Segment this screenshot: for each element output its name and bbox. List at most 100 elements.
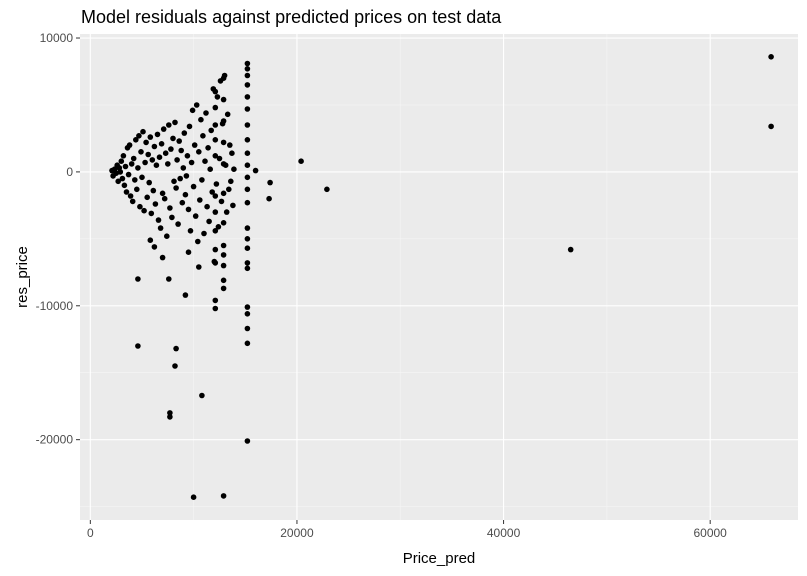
data-point — [164, 233, 170, 239]
data-point — [151, 143, 158, 150]
data-point — [190, 183, 197, 190]
data-point — [133, 137, 139, 143]
data-point — [208, 127, 214, 134]
data-point — [212, 122, 219, 128]
chart-title: Model residuals against predicted prices… — [81, 7, 502, 27]
data-point — [220, 75, 227, 81]
data-point — [223, 209, 230, 215]
data-point — [118, 158, 125, 164]
data-point — [179, 199, 186, 206]
data-point — [182, 292, 189, 298]
data-point — [192, 213, 199, 219]
data-point — [214, 94, 221, 100]
data-point — [252, 167, 259, 174]
data-point — [220, 242, 227, 249]
data-point — [244, 304, 251, 310]
data-point — [181, 130, 188, 136]
data-point — [185, 206, 192, 213]
data-point — [244, 225, 251, 231]
data-point — [172, 363, 178, 369]
data-point — [244, 94, 251, 100]
data-point — [244, 186, 251, 193]
data-point — [212, 193, 219, 199]
data-point — [212, 228, 219, 234]
data-point — [206, 218, 212, 225]
data-point — [166, 122, 172, 128]
data-point — [205, 145, 211, 151]
data-point — [142, 159, 148, 166]
grid-major-lines — [80, 34, 798, 520]
data-point — [162, 150, 169, 156]
y-axis-title: res_price — [14, 246, 31, 308]
data-point — [207, 166, 213, 172]
data-point — [220, 285, 227, 292]
data-point — [227, 142, 233, 148]
data-point — [244, 199, 251, 206]
data-point — [244, 174, 251, 181]
data-point — [158, 141, 165, 147]
data-point — [298, 158, 304, 164]
data-point — [175, 221, 181, 227]
data-point — [144, 194, 150, 201]
data-point — [188, 159, 195, 166]
data-point — [123, 189, 130, 195]
data-point — [216, 155, 223, 162]
data-point — [120, 153, 127, 159]
x-tick-label: 60000 — [693, 526, 727, 540]
data-point — [266, 195, 272, 202]
x-tick-label: 40000 — [487, 526, 521, 540]
data-point — [147, 134, 154, 140]
data-point — [244, 106, 251, 112]
data-point — [138, 149, 144, 155]
data-point — [189, 107, 196, 114]
data-point — [201, 230, 207, 237]
data-point — [267, 179, 273, 186]
data-point — [159, 254, 166, 261]
y-tick-label: 0 — [66, 165, 73, 179]
data-point — [196, 149, 202, 155]
data-point — [213, 181, 220, 187]
data-point — [127, 193, 134, 199]
data-point — [184, 153, 191, 159]
data-point — [202, 158, 208, 164]
data-point — [244, 311, 251, 317]
data-point — [156, 154, 163, 160]
data-point — [197, 197, 203, 203]
data-point — [170, 135, 176, 142]
data-point — [186, 123, 193, 130]
data-point — [209, 189, 215, 195]
y-tick-label: 10000 — [40, 31, 74, 45]
data-point — [190, 494, 197, 501]
data-point — [229, 150, 235, 156]
data-point — [187, 228, 194, 234]
data-point — [125, 171, 132, 178]
data-point — [220, 139, 227, 146]
data-point — [168, 146, 174, 152]
data-point — [160, 126, 167, 132]
data-point — [212, 209, 219, 215]
data-point — [134, 186, 140, 193]
data-point — [212, 104, 219, 111]
data-point — [196, 264, 202, 270]
data-point — [244, 340, 251, 347]
data-point — [220, 277, 227, 284]
data-point — [172, 119, 178, 126]
data-point — [152, 201, 159, 207]
data-point — [128, 161, 135, 167]
data-point — [244, 245, 251, 251]
data-point — [177, 175, 183, 182]
data-point — [129, 198, 136, 205]
data-point — [135, 343, 141, 349]
data-point — [117, 169, 124, 175]
data-point — [244, 265, 251, 272]
data-point — [166, 276, 172, 282]
data-point — [230, 202, 236, 209]
data-point — [159, 190, 166, 197]
data-point — [115, 178, 121, 185]
data-point — [173, 345, 179, 352]
data-point — [218, 198, 225, 205]
data-point — [567, 246, 574, 253]
data-point — [244, 137, 251, 143]
x-tick-label: 0 — [87, 526, 94, 540]
data-point — [141, 207, 147, 214]
